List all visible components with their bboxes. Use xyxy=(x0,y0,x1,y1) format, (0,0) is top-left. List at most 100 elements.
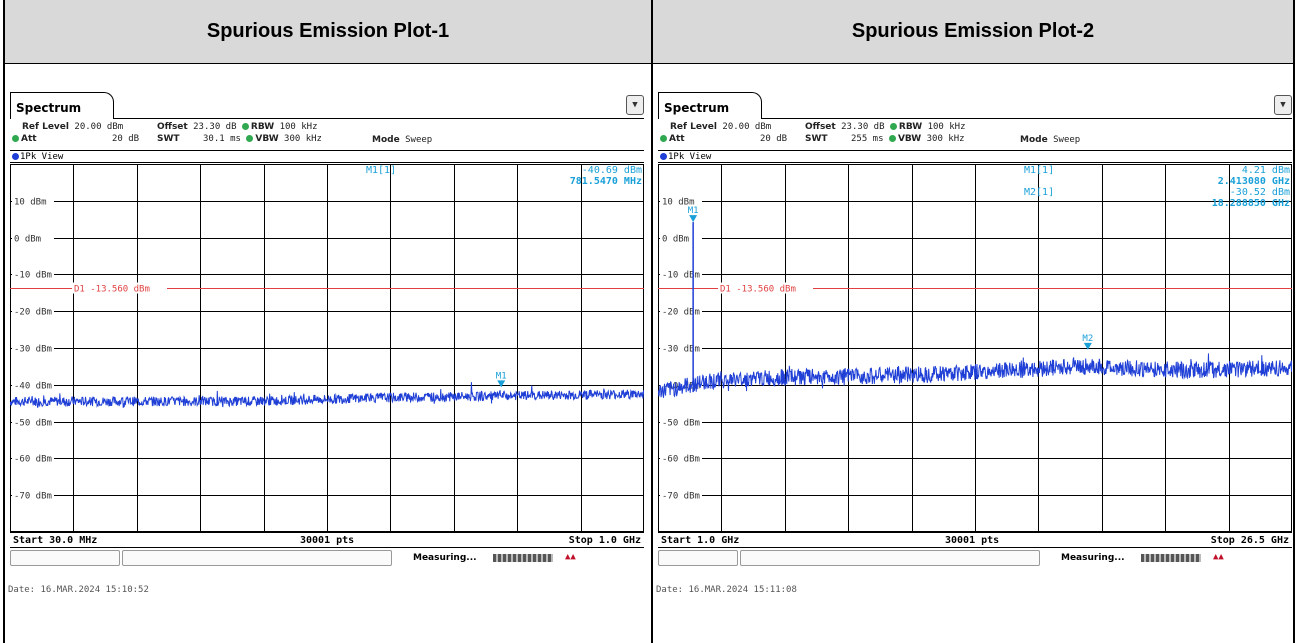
display-line-label-bg xyxy=(72,282,167,294)
ytick-label: -10 dBm xyxy=(662,271,700,281)
ytick-label: -70 dBm xyxy=(14,492,52,502)
vbw-value: 300 kHz xyxy=(284,134,322,144)
ytick-bg xyxy=(660,268,702,280)
ytick-label: -60 dBm xyxy=(14,455,52,465)
status-field-2[interactable] xyxy=(122,550,392,566)
ytick-label: -50 dBm xyxy=(14,419,52,429)
spectrum-tab[interactable]: Spectrum xyxy=(10,92,114,119)
status-field-1[interactable] xyxy=(10,550,120,566)
spectrum-panel-1: Spectrum ▼ Ref Level 20.00 dBm Att 20 dB… xyxy=(10,92,644,580)
ytick-bg xyxy=(12,342,54,354)
trace-line xyxy=(10,382,644,408)
report-frame xyxy=(3,0,1295,643)
start-label: Start 1.0 GHz xyxy=(661,535,740,546)
ytick-bg xyxy=(12,305,54,317)
marker-table-freq: 781.5470 MHz xyxy=(570,176,642,187)
ytick-bg xyxy=(660,489,702,501)
measuring-label: Measuring... xyxy=(1061,553,1125,563)
marker-triangle xyxy=(1083,342,1092,350)
marker-table-value: -40.69 dBm xyxy=(582,165,642,176)
rbw-value: 100 kHz xyxy=(927,122,966,132)
marker-label: M1 xyxy=(688,206,699,216)
att-value: 20 dB xyxy=(112,134,140,144)
offset-label: Offset xyxy=(157,122,188,132)
sweep-info-bar: Start 30.0 MHz 30001 pts Stop 1.0 GHz xyxy=(10,532,644,548)
date-stamp-1: Date: 16.MAR.2024 15:10:52 xyxy=(8,585,149,595)
ytick-label: -50 dBm xyxy=(662,419,700,429)
vbw-label: VBW xyxy=(255,134,279,144)
view-label: 1Pk View xyxy=(20,152,64,162)
att-indicator-icon xyxy=(660,135,667,142)
swt-value: 255 ms xyxy=(851,134,884,144)
rbw-indicator-icon xyxy=(889,123,897,130)
trace-line xyxy=(658,353,1292,398)
ref-level-label: Ref Level xyxy=(670,122,717,132)
ytick-bg xyxy=(660,342,702,354)
view-label: 1Pk View xyxy=(668,152,712,162)
marker-label: M1 xyxy=(496,371,507,381)
ytick-bg xyxy=(12,489,54,501)
marker-table-label: M1[1] xyxy=(366,165,396,176)
mode-label: Mode xyxy=(1020,135,1048,145)
offset-value: 23.30 dB xyxy=(193,122,237,132)
ytick-bg xyxy=(12,232,54,244)
ytick-label: 0 dBm xyxy=(14,235,41,245)
ytick-label: -20 dBm xyxy=(662,308,700,318)
att-label: Att xyxy=(21,134,37,144)
status-field-1[interactable] xyxy=(658,550,738,566)
marker-triangle xyxy=(497,380,506,388)
spectrum-plot-1: 10 dBm 0 dBm -10 dBm -20 dBm -30 dBm -40 dBm -… xyxy=(10,164,644,532)
ytick-bg xyxy=(660,232,702,244)
header-plot-2: Spurious Emission Plot-2 xyxy=(653,0,1293,64)
settings-block: Ref Level 20.00 dBm Att 20 dB Offset 23.… xyxy=(658,119,1292,149)
view-bar: 1Pk View xyxy=(658,150,1292,163)
vbw-indicator-icon xyxy=(888,135,896,142)
ytick-bg xyxy=(12,379,54,391)
ytick-label: -10 dBm xyxy=(14,271,52,281)
ytick-label: -20 dBm xyxy=(14,308,52,318)
start-label: Start 30.0 MHz xyxy=(13,535,98,546)
rs-logo-icon: ▲▲ xyxy=(565,552,576,562)
ytick-label: -70 dBm xyxy=(662,492,700,502)
ytick-bg xyxy=(660,195,702,207)
swt-value: 30.1 ms xyxy=(203,134,241,144)
ytick-label: -40 dBm xyxy=(14,382,52,392)
sweep-info-bar: Start 1.0 GHz 30001 pts Stop 26.5 GHz xyxy=(658,532,1292,548)
ytick-label: 10 dBm xyxy=(14,198,47,208)
tab-underline xyxy=(114,118,644,119)
swt-label: SWT xyxy=(157,134,180,144)
spectrum-tab[interactable]: Spectrum xyxy=(658,92,762,119)
ytick-label: -60 dBm xyxy=(662,455,700,465)
date-stamp-2: Date: 16.MAR.2024 15:11:08 xyxy=(656,585,797,595)
marker-table-value: 4.21 dBm xyxy=(1242,165,1290,176)
view-bar: 1Pk View xyxy=(10,150,644,163)
marker-table-label: M2[1] xyxy=(1024,187,1054,198)
trace-indicator-icon xyxy=(660,153,667,160)
rbw-label: RBW xyxy=(898,122,923,132)
ref-level-value: 20.00 dBm xyxy=(74,122,124,132)
rbw-label: RBW xyxy=(250,122,275,132)
marker-label: M2 xyxy=(1082,334,1093,344)
trace-indicator-icon xyxy=(12,153,19,160)
status-field-2[interactable] xyxy=(740,550,1040,566)
points-label: 30001 pts xyxy=(300,535,355,546)
menu-icon[interactable]: ▼ xyxy=(626,95,644,115)
mode-value: Sweep xyxy=(1053,135,1081,145)
ytick-label: -30 dBm xyxy=(662,345,700,355)
measuring-label: Measuring... xyxy=(413,553,477,563)
points-label: 30001 pts xyxy=(945,535,1000,546)
column-divider xyxy=(651,0,653,643)
status-bar: Measuring... ▲▲ xyxy=(10,550,644,566)
ytick-label: 10 dBm xyxy=(662,198,695,208)
marker-table-label: M1[1] xyxy=(1024,165,1054,176)
ytick-bg xyxy=(12,268,54,280)
tab-underline xyxy=(762,118,1292,119)
menu-icon[interactable]: ▼ xyxy=(1274,95,1292,115)
marker-table-value: -30.52 dBm xyxy=(1230,187,1290,198)
stop-label: Stop 1.0 GHz xyxy=(568,535,641,546)
ref-level-value: 20.00 dBm xyxy=(722,122,772,132)
display-line-label: D1 -13.560 dBm xyxy=(720,285,796,295)
offset-label: Offset xyxy=(805,122,836,132)
rs-logo-icon: ▲▲ xyxy=(1213,552,1224,562)
